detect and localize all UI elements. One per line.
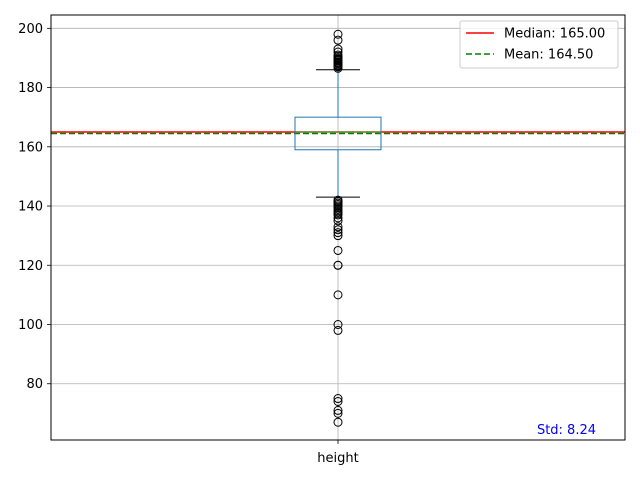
outlier-point <box>333 216 343 226</box>
std-annotation: Std: 8.24 <box>537 423 596 438</box>
outlier-point <box>333 260 343 270</box>
y-tick-label: 200 <box>18 22 43 37</box>
legend: Median: 165.00 Mean: 164.50 <box>459 20 619 69</box>
x-axis: height <box>317 440 359 466</box>
outlier-point <box>333 290 343 300</box>
box-iqr <box>294 116 382 151</box>
y-tick-label: 180 <box>18 81 43 96</box>
legend-frame <box>459 20 619 69</box>
outlier-point <box>333 47 343 57</box>
y-tick-label: 120 <box>18 259 43 274</box>
y-axis: 80 100 120 140 160 180 200 <box>18 22 51 392</box>
x-tick-label: height <box>317 451 358 466</box>
y-tick-label: 160 <box>18 140 43 155</box>
outlier-point <box>333 44 343 54</box>
outlier-point <box>333 245 343 255</box>
legend-label-median: Median: 165.00 <box>504 27 605 42</box>
legend-label-mean: Mean: 164.50 <box>504 48 593 63</box>
outlier-point <box>333 29 343 39</box>
outlier-point <box>333 394 343 404</box>
outlier-point <box>333 396 343 406</box>
outlier-point <box>333 213 343 223</box>
y-tick-label: 100 <box>18 318 43 333</box>
outlier-point <box>333 417 343 427</box>
outlier-point <box>333 50 343 60</box>
outlier-point <box>333 222 343 232</box>
outlier-point <box>333 231 343 241</box>
outlier-point <box>333 405 343 415</box>
outlier-point <box>333 325 343 335</box>
outlier-point <box>333 319 343 329</box>
outlier-point <box>333 228 343 238</box>
outlier-point <box>333 210 343 220</box>
y-tick-label: 80 <box>26 377 43 392</box>
outlier-point <box>333 225 343 235</box>
plot-frame <box>50 14 626 441</box>
outlier-point <box>333 408 343 418</box>
box-plot <box>294 29 382 427</box>
outlier-point <box>333 35 343 45</box>
y-tick-label: 140 <box>18 200 43 215</box>
